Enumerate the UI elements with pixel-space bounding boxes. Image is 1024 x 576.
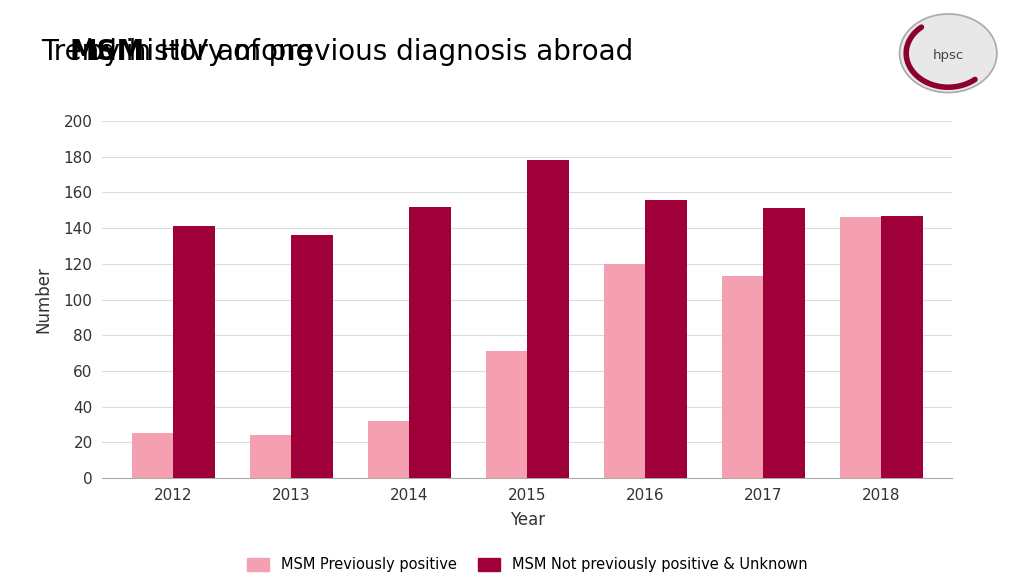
Text: MSM: MSM xyxy=(69,38,144,66)
X-axis label: Year: Year xyxy=(510,511,545,529)
Text: Trend in HIV among: Trend in HIV among xyxy=(41,38,323,66)
Bar xyxy=(173,226,215,478)
Text: by history of previous diagnosis abroad: by history of previous diagnosis abroad xyxy=(77,38,633,66)
Bar xyxy=(410,207,451,478)
Bar xyxy=(527,160,568,478)
Text: hpsc: hpsc xyxy=(933,50,964,62)
Bar xyxy=(604,264,645,478)
Circle shape xyxy=(899,14,997,93)
Text: 7: 7 xyxy=(985,553,995,571)
Bar xyxy=(132,433,173,478)
Y-axis label: Number: Number xyxy=(35,266,52,333)
Bar xyxy=(250,435,291,478)
Bar xyxy=(722,276,764,478)
Bar xyxy=(645,199,687,478)
Legend: MSM Previously positive, MSM Not previously positive & Unknown: MSM Previously positive, MSM Not previou… xyxy=(242,551,813,576)
Bar xyxy=(291,235,333,478)
Bar xyxy=(882,215,923,478)
Bar xyxy=(764,209,805,478)
Bar xyxy=(840,217,882,478)
Bar xyxy=(368,421,410,478)
Bar xyxy=(486,351,527,478)
